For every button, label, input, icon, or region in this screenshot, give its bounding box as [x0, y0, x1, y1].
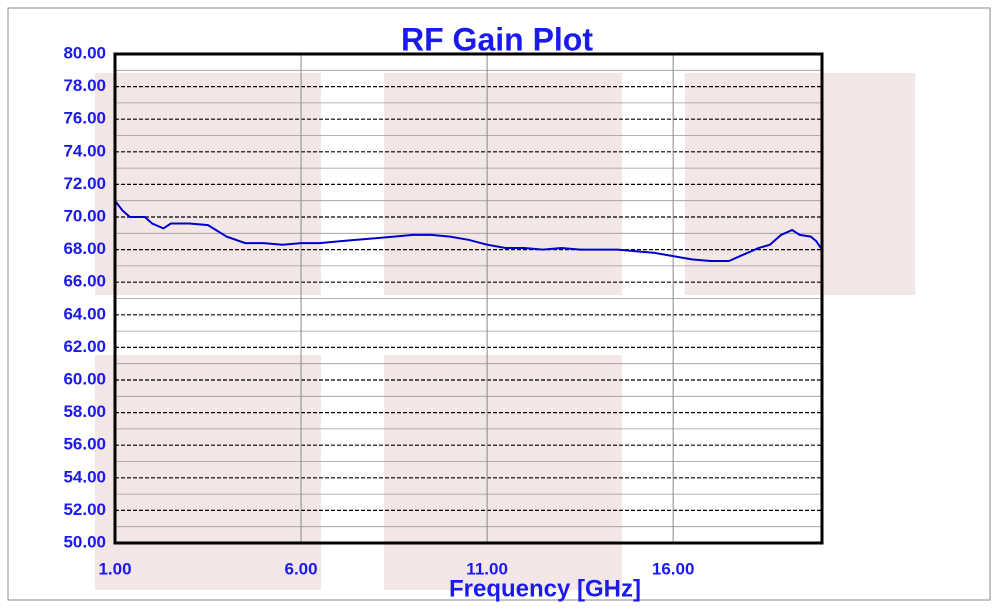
x-axis-label: Frequency [GHz] — [449, 575, 641, 602]
y-tick-label: 52.00 — [63, 500, 106, 519]
plot — [114, 200, 823, 262]
y-tick-label: 78.00 — [63, 76, 106, 95]
background-panels — [95, 73, 915, 590]
chart-title: RF Gain Plot — [401, 21, 593, 57]
y-tick-label: 76.00 — [63, 109, 106, 128]
y-tick-label: 68.00 — [63, 239, 106, 258]
y-tick-label: 70.00 — [63, 206, 106, 225]
y-tick-label: 60.00 — [63, 369, 106, 388]
y-tick-label: 62.00 — [63, 337, 106, 356]
y-tick-label: 74.00 — [63, 141, 106, 160]
plot-border — [113, 52, 824, 545]
y-tick-label: 50.00 — [63, 532, 106, 551]
y-tick-label: 64.00 — [63, 304, 106, 323]
y-tick-label: 56.00 — [63, 435, 106, 454]
x-tick-label: 16.00 — [652, 559, 695, 578]
x-tick-label: 1.00 — [98, 559, 131, 578]
x-tick-label: 11.00 — [466, 559, 508, 578]
x-tick-label: 6.00 — [285, 559, 318, 578]
data-line — [114, 200, 823, 262]
y-tick-label: 66.00 — [63, 272, 106, 291]
y-tick-label: 54.00 — [63, 467, 106, 486]
y-tick-label: 80.00 — [63, 43, 106, 62]
y-tick-label: 58.00 — [63, 402, 106, 421]
y-tick-label: 72.00 — [63, 174, 106, 193]
